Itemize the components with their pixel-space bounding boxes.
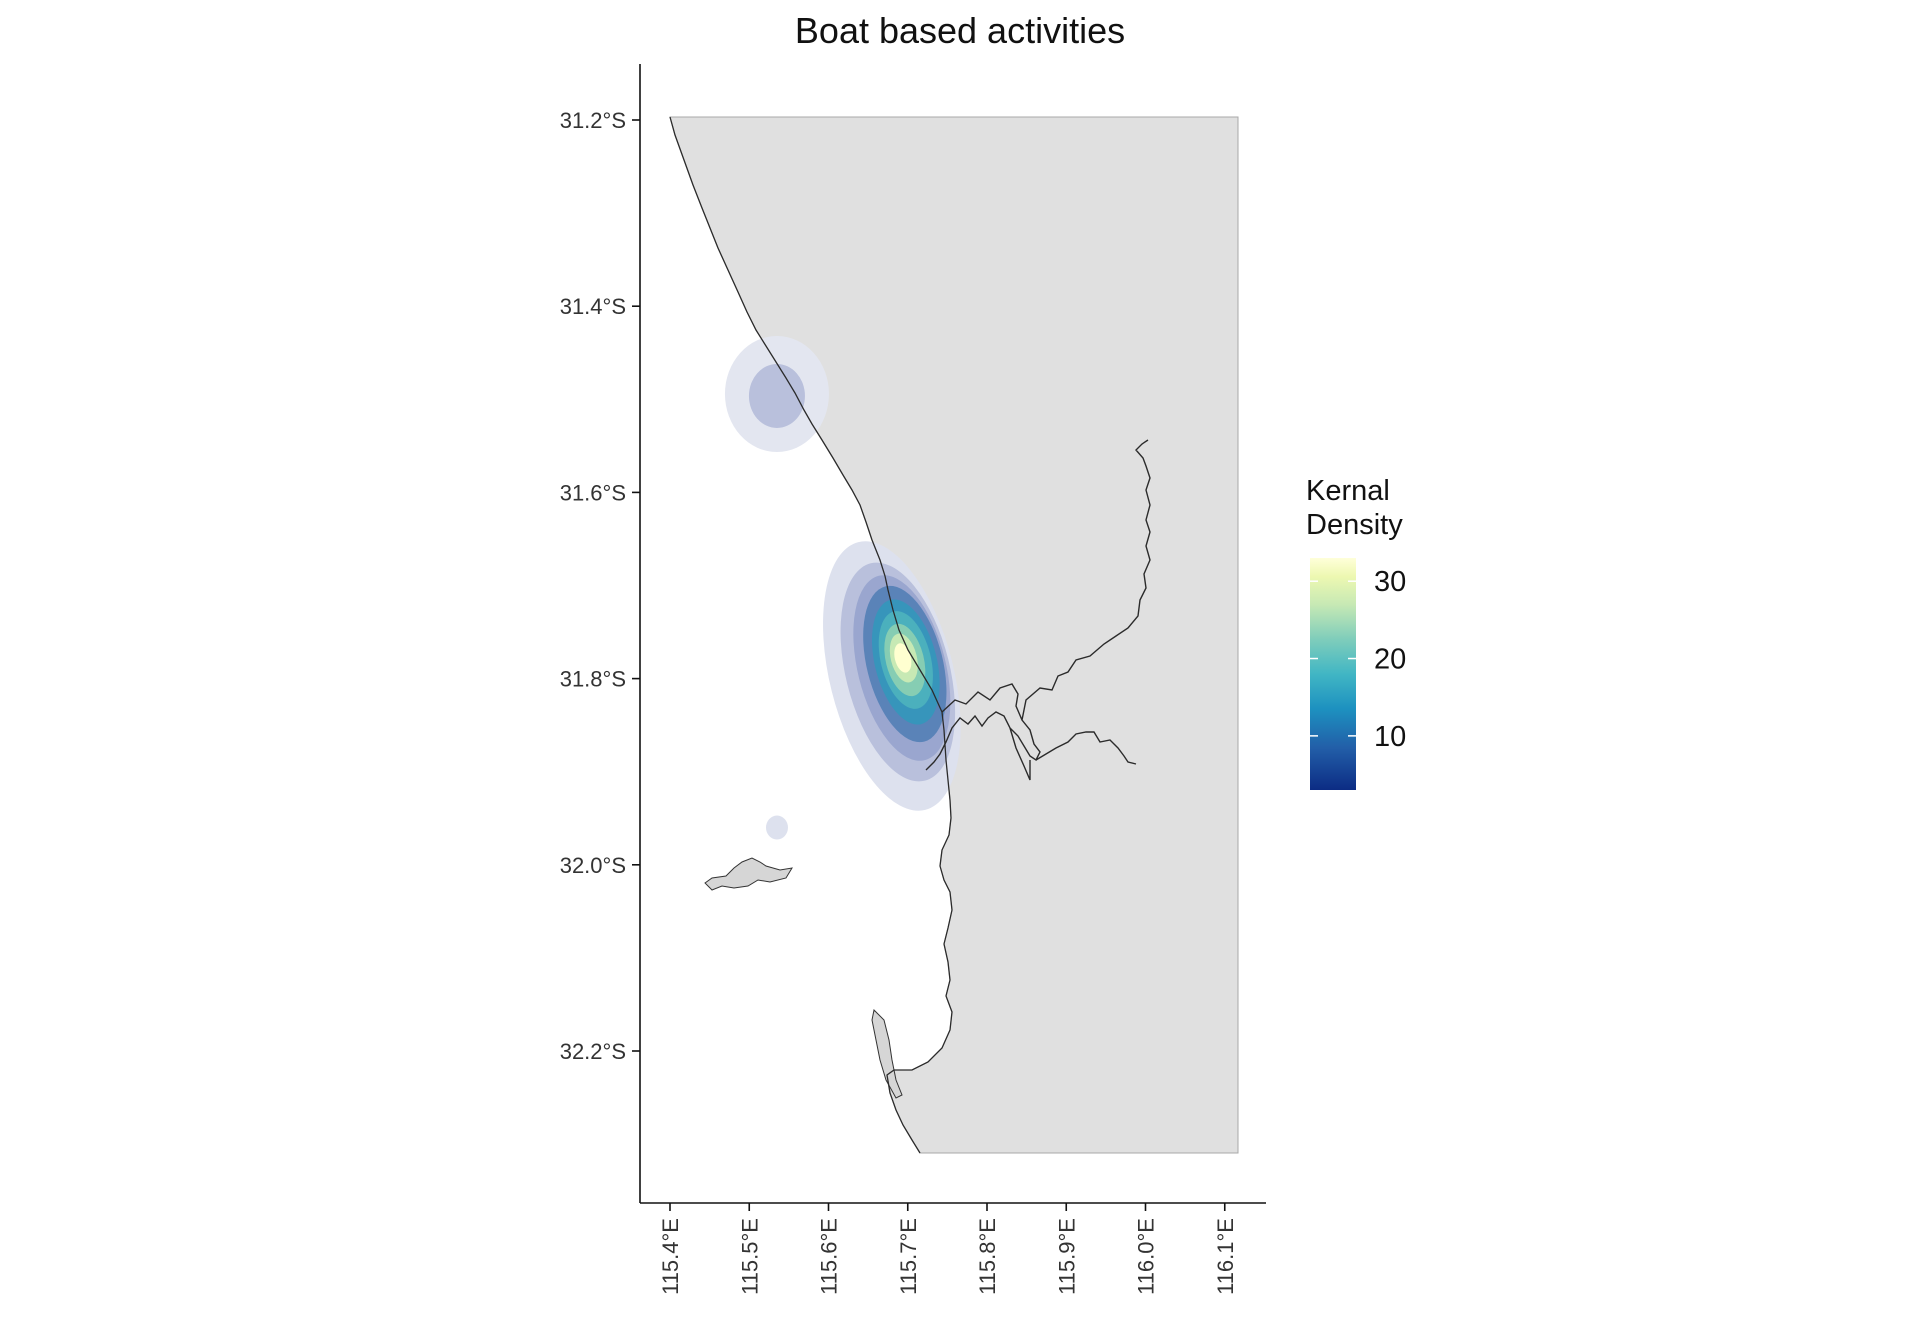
density-contour — [894, 643, 912, 673]
x-tick-label: 116.1°E — [1213, 1218, 1238, 1295]
swan-river — [925, 439, 1151, 781]
coastline — [669, 116, 953, 1154]
rottnest-island — [704, 857, 793, 891]
x-tick-label: 116.0°E — [1134, 1218, 1159, 1295]
land-layer — [669, 116, 1239, 1154]
x-tick-label: 115.6°E — [817, 1218, 842, 1295]
legend-colorbar — [1310, 558, 1356, 790]
coast-layer — [669, 116, 1151, 1154]
y-tick-label: 31.6°S — [560, 480, 626, 505]
x-tick-label: 115.8°E — [975, 1218, 1000, 1295]
x-tick-label: 115.7°E — [896, 1218, 921, 1295]
y-ticks: 31.2°S 31.4°S 31.6°S 31.8°S 32.0°S 32.2°S — [560, 108, 640, 1064]
legend-tick-label: 30 — [1374, 566, 1406, 598]
y-tick-label: 32.0°S — [560, 853, 626, 878]
x-tick-label: 115.4°E — [658, 1218, 683, 1295]
legend-title-line2: Density — [1306, 509, 1403, 541]
y-tick-label: 31.8°S — [560, 667, 626, 692]
x-tick-label: 115.5°E — [737, 1218, 762, 1295]
density-contour — [748, 363, 805, 428]
axes: 31.2°S 31.4°S 31.6°S 31.8°S 32.0°S 32.2°S 115… — [560, 64, 1266, 1295]
garden-island — [871, 1008, 903, 1099]
legend-tick-label: 10 — [1374, 721, 1406, 753]
legend-title-line1: Kernal — [1306, 475, 1390, 507]
legend-title: Kernal Density — [1306, 474, 1403, 542]
legend-ticks: 30 20 10 — [1310, 566, 1406, 753]
legend: 30 20 10 — [1310, 558, 1406, 790]
chart-title: Boat based activities — [794, 10, 1126, 51]
legend-tick-label: 20 — [1374, 644, 1406, 676]
x-tick-label: 115.9°E — [1054, 1218, 1079, 1295]
y-tick-label: 31.4°S — [560, 294, 626, 319]
y-tick-label: 31.2°S — [560, 108, 626, 133]
x-ticks: 115.4°E 115.5°E 115.6°E 115.7°E 115.8°E 115.9… — [658, 1203, 1238, 1295]
density-layer — [724, 335, 961, 840]
density-contour — [765, 815, 788, 840]
mainland — [669, 116, 1239, 1154]
y-tick-label: 32.2°S — [560, 1039, 626, 1064]
